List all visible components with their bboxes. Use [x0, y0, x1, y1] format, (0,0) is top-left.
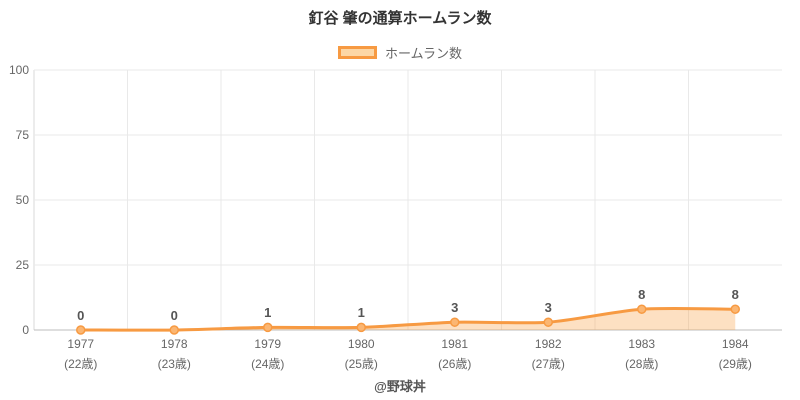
x-tick-label: 1979 [254, 337, 282, 351]
data-point[interactable] [450, 317, 460, 327]
x-tick-label: 1980 [347, 337, 375, 351]
data-point[interactable] [263, 322, 273, 333]
data-point[interactable] [543, 317, 553, 327]
x-tick-sublabel: (24歳) [251, 357, 285, 371]
data-point-label: 0 [170, 308, 178, 323]
data-point-label: 8 [731, 287, 739, 303]
data-point[interactable] [637, 304, 647, 314]
y-tick-label: 75 [15, 128, 29, 142]
x-tick-sublabel: (29歳) [718, 357, 752, 371]
data-point[interactable] [730, 304, 740, 314]
data-point-label: 0 [77, 308, 85, 323]
x-tick-label: 1982 [534, 337, 562, 351]
x-tick-sublabel: (27歳) [531, 357, 565, 371]
data-point[interactable] [76, 325, 86, 335]
x-tick-label: 1981 [441, 337, 469, 351]
x-tick-sublabel: (26歳) [438, 357, 472, 371]
x-tick-label: 1977 [67, 337, 95, 351]
legend-label[interactable]: ホームラン数 [385, 45, 462, 61]
y-tick-label: 25 [15, 258, 29, 272]
data-point-label: 1 [264, 305, 272, 321]
x-tick-sublabel: (22歳) [64, 357, 98, 371]
x-tick-sublabel: (25歳) [344, 357, 378, 371]
x-tick-sublabel: (23歳) [157, 357, 191, 371]
area-fill [80, 308, 736, 331]
chart-title: 釘谷 肇の通算ホームラン数 [308, 10, 492, 27]
data-point-label: 3 [544, 300, 552, 316]
data-point-label: 8 [638, 287, 646, 303]
x-tick-label: 1978 [160, 337, 188, 351]
y-tick-label: 50 [15, 193, 29, 207]
y-tick-label: 100 [8, 63, 29, 77]
data-point-label: 1 [357, 305, 365, 321]
x-tick-label: 1984 [721, 337, 749, 351]
y-tick-label: 0 [22, 323, 29, 337]
x-tick-label: 1983 [628, 337, 656, 351]
watermark: @野球丼 [374, 379, 426, 394]
line-path [79, 306, 737, 332]
legend[interactable]: ホームラン数 [0, 44, 800, 61]
legend-swatch-icon[interactable] [338, 45, 378, 59]
data-point-label: 3 [451, 300, 459, 316]
data-point[interactable] [356, 322, 366, 333]
x-tick-sublabel: (28歳) [625, 357, 659, 371]
data-point[interactable] [169, 325, 179, 335]
